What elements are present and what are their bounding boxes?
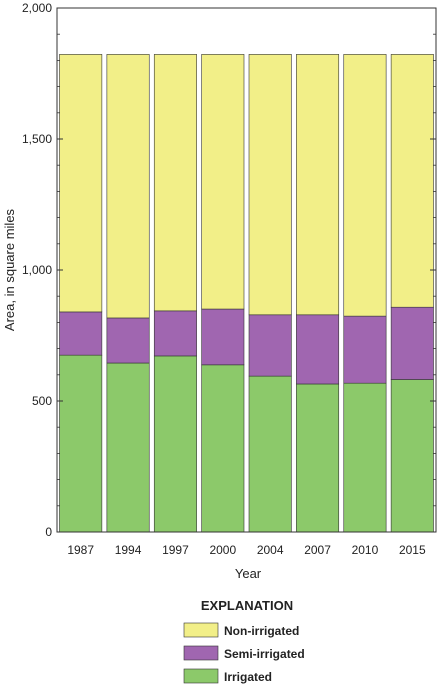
bar-semi-irrigated-1987: [59, 311, 103, 356]
bar-irrigated-1997: [153, 355, 197, 533]
legend-swatch-non-irrigated: [183, 622, 219, 638]
bar-non-irrigated-2010: [343, 54, 387, 317]
bars-group: [59, 54, 434, 533]
legend-label-irrigated: Irrigated: [224, 670, 272, 684]
x-axis-title: Year: [235, 566, 262, 581]
bar-irrigated-1994: [106, 362, 150, 533]
bar-semi-irrigated-1997: [153, 310, 197, 357]
bar-non-irrigated-2015: [390, 54, 434, 308]
x-tick-label: 1997: [162, 543, 189, 557]
bar-irrigated-2004: [248, 375, 292, 533]
legend-swatch-semi-irrigated: [183, 645, 219, 661]
x-tick-label: 2007: [304, 543, 331, 557]
y-axis-title: Area, in square miles: [2, 208, 17, 331]
bar-semi-irrigated-2010: [343, 315, 387, 384]
bar-non-irrigated-1994: [106, 54, 150, 319]
x-tick-label: 2015: [399, 543, 426, 557]
bar-semi-irrigated-2007: [296, 314, 340, 385]
bar-irrigated-2010: [343, 382, 387, 533]
x-tick-label: 2010: [352, 543, 379, 557]
bar-non-irrigated-2007: [296, 54, 340, 316]
legend-label-semi-irrigated: Semi-irrigated: [224, 647, 305, 661]
bar-semi-irrigated-1994: [106, 317, 150, 364]
bar-irrigated-2007: [296, 383, 340, 533]
bar-non-irrigated-2000: [201, 54, 245, 310]
y-tick-label: 2,000: [22, 1, 52, 15]
x-tick-label: 2004: [257, 543, 284, 557]
bar-irrigated-1987: [59, 354, 103, 533]
bar-semi-irrigated-2000: [201, 308, 245, 366]
bar-irrigated-2015: [390, 379, 434, 533]
x-tick-label: 1987: [67, 543, 94, 557]
y-tick-label: 500: [32, 394, 52, 408]
bar-non-irrigated-2004: [248, 54, 292, 316]
legend-label-non-irrigated: Non-irrigated: [224, 624, 299, 638]
bar-non-irrigated-1987: [59, 54, 103, 313]
y-tick-label: 1,500: [22, 132, 52, 146]
x-tick-label: 1994: [115, 543, 142, 557]
y-tick-label: 1,000: [22, 263, 52, 277]
legend: EXPLANATION Non-irrigated Semi-irrigated I…: [183, 598, 305, 684]
legend-swatch-irrigated: [183, 668, 219, 684]
bar-non-irrigated-1997: [153, 54, 197, 312]
axes-group: 1987 1994 1997 2000 2004 2007 2010 2015 0 500 1,00…: [22, 1, 437, 557]
bar-semi-irrigated-2015: [390, 306, 434, 380]
legend-title: EXPLANATION: [201, 598, 293, 613]
bar-semi-irrigated-2004: [248, 314, 292, 377]
bar-irrigated-2000: [201, 364, 245, 533]
y-tick-label: 0: [45, 525, 52, 539]
x-tick-label: 2000: [209, 543, 236, 557]
